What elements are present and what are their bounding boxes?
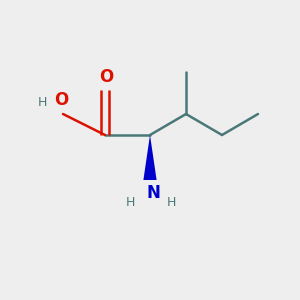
Text: H: H — [166, 196, 176, 208]
Text: O: O — [54, 92, 69, 110]
Text: H: H — [37, 97, 47, 110]
Text: O: O — [99, 68, 114, 85]
Text: H: H — [126, 196, 135, 208]
Polygon shape — [143, 135, 157, 180]
Text: N: N — [146, 184, 160, 202]
